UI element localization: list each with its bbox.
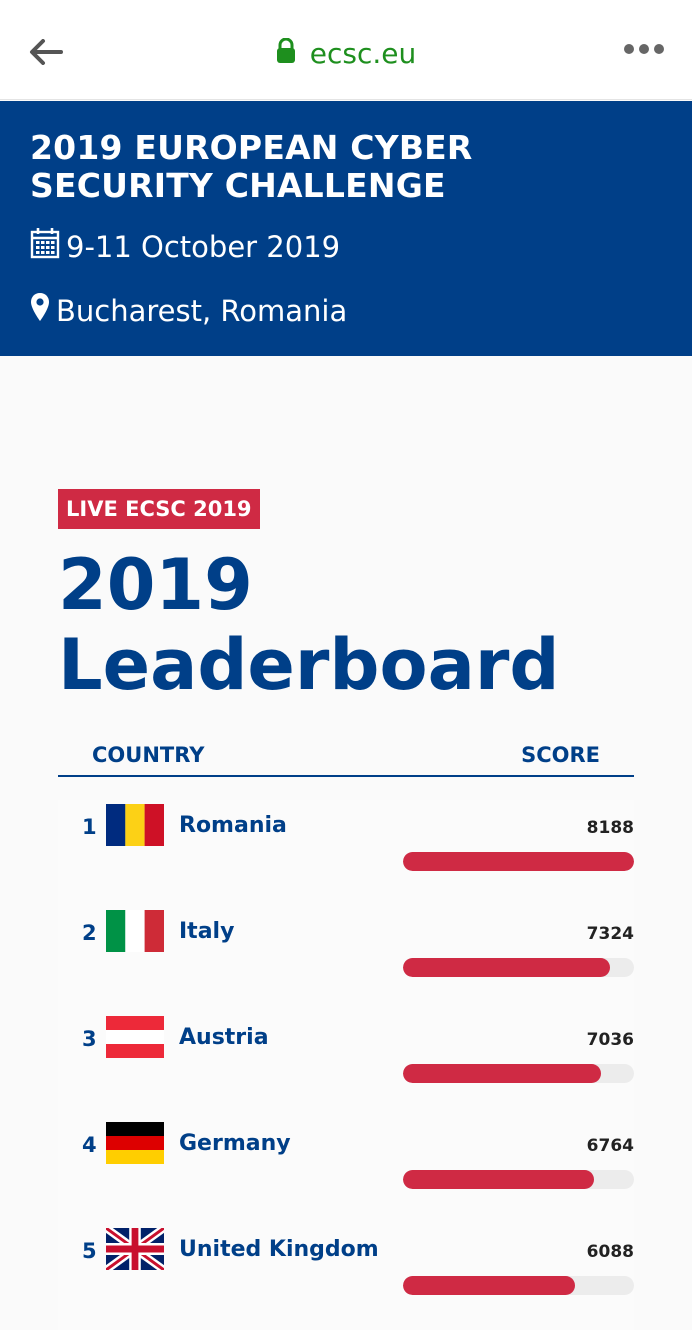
table-row: 5 United Kingdom 6088 bbox=[58, 1224, 634, 1330]
italy-flag bbox=[106, 910, 164, 952]
score-bar-fill bbox=[403, 852, 634, 871]
row-score: 7036 bbox=[586, 1030, 634, 1050]
score-bar bbox=[403, 1170, 634, 1189]
romania-flag bbox=[106, 804, 164, 846]
uk-flag bbox=[106, 1228, 164, 1270]
score-bar bbox=[403, 1276, 634, 1295]
table-row: 2 Italy 7324 bbox=[58, 906, 634, 1012]
calendar-icon bbox=[30, 227, 60, 266]
row-country-name[interactable]: Romania bbox=[179, 813, 287, 838]
row-score: 6088 bbox=[586, 1242, 634, 1262]
leaderboard-title-word: Leaderboard bbox=[58, 624, 560, 706]
leaderboard-title-year: 2019 bbox=[58, 544, 253, 626]
score-bar bbox=[403, 958, 634, 977]
score-bar-fill bbox=[403, 1170, 594, 1189]
row-score: 8188 bbox=[586, 818, 634, 838]
event-title: 2019 EUROPEAN CYBER SECURITY CHALLENGE bbox=[30, 128, 473, 205]
more-dots-icon[interactable] bbox=[624, 44, 664, 54]
row-country-name[interactable]: Austria bbox=[179, 1025, 269, 1050]
score-bar bbox=[403, 852, 634, 871]
browser-toolbar: ecsc.eu bbox=[0, 0, 692, 100]
event-date-row: 9-11 October 2019 bbox=[30, 227, 662, 266]
row-country-name[interactable]: United Kingdom bbox=[179, 1237, 379, 1262]
score-bar bbox=[403, 1064, 634, 1083]
row-rank: 2 bbox=[82, 921, 97, 945]
event-location-row: Bucharest, Romania bbox=[30, 292, 662, 329]
event-location: Bucharest, Romania bbox=[56, 293, 348, 328]
row-score: 7324 bbox=[586, 924, 634, 944]
map-pin-icon bbox=[30, 292, 50, 329]
austria-flag bbox=[106, 1016, 164, 1058]
row-country-name[interactable]: Italy bbox=[179, 919, 235, 944]
table-row: 4 Germany 6764 bbox=[58, 1118, 634, 1224]
leaderboard-rows: 1 Romania 8188 2 Italy 7324 3 Austria 70… bbox=[58, 800, 634, 1330]
table-row: 1 Romania 8188 bbox=[58, 800, 634, 906]
lock-icon bbox=[276, 37, 296, 69]
row-rank: 3 bbox=[82, 1027, 97, 1051]
score-bar-fill bbox=[403, 1064, 602, 1083]
germany-flag bbox=[106, 1122, 164, 1164]
column-header-score[interactable]: SCORE bbox=[521, 743, 600, 767]
row-score: 6764 bbox=[586, 1136, 634, 1156]
live-badge: LIVE ECSC 2019 bbox=[58, 489, 260, 529]
row-rank: 4 bbox=[82, 1133, 97, 1157]
event-date: 9-11 October 2019 bbox=[66, 229, 341, 264]
table-header: COUNTRY SCORE bbox=[58, 741, 634, 777]
column-header-country[interactable]: COUNTRY bbox=[92, 743, 205, 767]
url-text: ecsc.eu bbox=[309, 36, 417, 70]
row-rank: 5 bbox=[82, 1239, 97, 1263]
row-country-name[interactable]: Germany bbox=[179, 1131, 291, 1156]
score-bar-fill bbox=[403, 958, 610, 977]
score-bar-fill bbox=[403, 1276, 575, 1295]
leaderboard-title: 2019 Leaderboard bbox=[58, 545, 559, 705]
table-row: 3 Austria 7036 bbox=[58, 1012, 634, 1118]
event-header: 2019 EUROPEAN CYBER SECURITY CHALLENGE 9… bbox=[0, 101, 692, 356]
row-rank: 1 bbox=[82, 815, 97, 839]
address-bar[interactable]: ecsc.eu bbox=[0, 36, 692, 70]
back-arrow-icon[interactable] bbox=[28, 34, 64, 70]
